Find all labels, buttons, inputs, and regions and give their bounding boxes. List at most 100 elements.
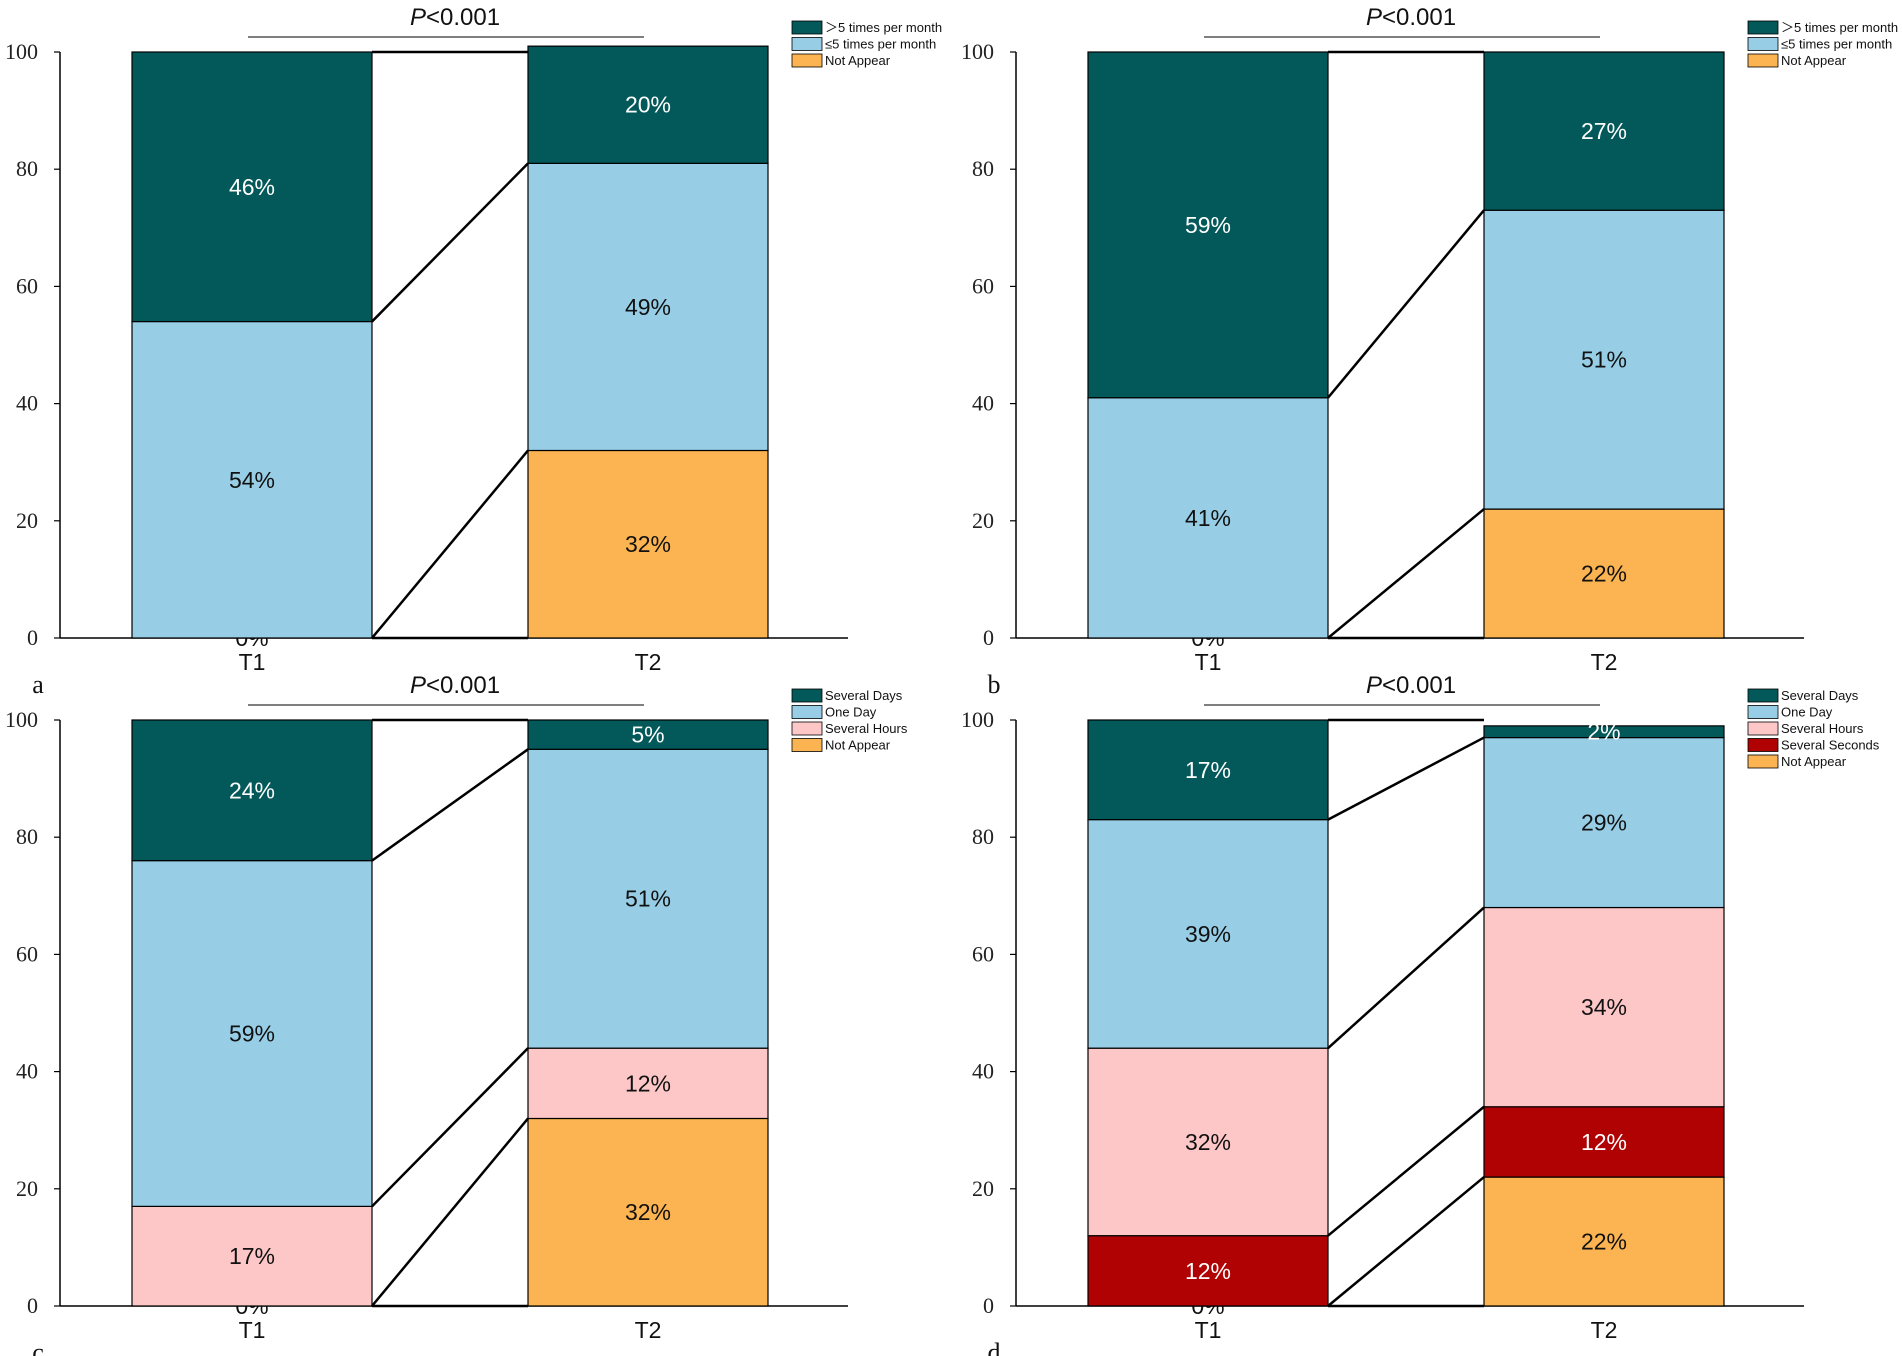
legend-entry: Not Appear bbox=[825, 738, 891, 753]
bar-segment bbox=[131, 1205, 373, 1307]
bar-data-label: 22% bbox=[1581, 1229, 1627, 1255]
legend-swatch bbox=[1747, 721, 1779, 736]
bar-connector-line bbox=[371, 162, 529, 323]
panel-letter: c bbox=[32, 1338, 44, 1356]
panel-letter: b bbox=[988, 670, 1001, 699]
bar-connector-line bbox=[1327, 1105, 1485, 1237]
chart-panel-b: 0204060801000%22%41%51%59%27%T1T2P<0.001… bbox=[961, 4, 1898, 699]
legend-swatch bbox=[1747, 754, 1779, 769]
y-tick-label: 20 bbox=[16, 1176, 38, 1201]
y-tick-label: 60 bbox=[16, 941, 38, 966]
bar-segment bbox=[1087, 719, 1329, 821]
legend-entry: Not Appear bbox=[825, 53, 891, 68]
y-tick-label: 0 bbox=[27, 625, 38, 650]
bar-data-label: 51% bbox=[1581, 347, 1627, 373]
bar-data-label: 49% bbox=[625, 294, 671, 320]
bar-connector-line bbox=[1327, 209, 1485, 399]
y-tick-label: 0 bbox=[983, 625, 994, 650]
bar-data-label: 20% bbox=[625, 92, 671, 118]
legend-swatch bbox=[1747, 705, 1779, 719]
legend-entry: One Day bbox=[1781, 705, 1833, 720]
bar-segment bbox=[1483, 1176, 1725, 1307]
legend-entry: Not Appear bbox=[1781, 754, 1847, 769]
legend-swatch bbox=[791, 37, 823, 51]
p-value-label: P<0.001 bbox=[410, 672, 500, 699]
x-category-label: T2 bbox=[1591, 649, 1618, 675]
bar-connector-line bbox=[371, 449, 529, 639]
legend-entry: Several Days bbox=[825, 688, 903, 703]
bar-data-label: 17% bbox=[1185, 757, 1231, 783]
p-value-label: P<0.001 bbox=[1366, 672, 1456, 699]
bar-segment bbox=[1483, 51, 1725, 211]
x-category-label: T1 bbox=[1195, 1317, 1222, 1343]
bar-data-label: 34% bbox=[1581, 994, 1627, 1020]
bar-segment bbox=[1087, 819, 1329, 1049]
bar-segment bbox=[1087, 397, 1329, 639]
legend-entry: Not Appear bbox=[1781, 53, 1847, 68]
bar-data-label: 46% bbox=[229, 174, 275, 200]
y-tick-label: 20 bbox=[16, 508, 38, 533]
bar-data-label: 59% bbox=[1185, 212, 1231, 238]
y-tick-label: 20 bbox=[972, 1176, 994, 1201]
bar-segment bbox=[527, 45, 769, 164]
y-tick-label: 100 bbox=[5, 39, 38, 64]
y-tick-label: 60 bbox=[16, 273, 38, 298]
legend-entry: Several Hours bbox=[1781, 721, 1864, 736]
bar-data-label: 32% bbox=[1185, 1129, 1231, 1155]
bar-segment bbox=[1087, 1235, 1329, 1307]
y-tick-label: 40 bbox=[972, 1059, 994, 1084]
x-category-label: T1 bbox=[239, 1317, 266, 1343]
p-value-text: <0.001 bbox=[1382, 4, 1456, 31]
y-tick-label: 80 bbox=[16, 824, 38, 849]
legend-entry: One Day bbox=[825, 705, 877, 720]
y-tick-label: 40 bbox=[16, 391, 38, 416]
bar-data-label: 39% bbox=[1185, 921, 1231, 947]
bar-connector-line bbox=[1327, 736, 1485, 821]
y-tick-label: 60 bbox=[972, 273, 994, 298]
bar-segment bbox=[1087, 51, 1329, 399]
y-tick-label: 80 bbox=[16, 156, 38, 181]
p-value-symbol: P bbox=[410, 672, 426, 699]
bar-data-label: 29% bbox=[1581, 810, 1627, 836]
legend-swatch bbox=[791, 688, 823, 703]
x-category-label: T2 bbox=[635, 649, 662, 675]
bar-connector-line bbox=[371, 1117, 529, 1307]
y-tick-label: 100 bbox=[961, 707, 994, 732]
bar-segment bbox=[527, 748, 769, 1049]
bar-connector-line bbox=[1327, 508, 1485, 639]
bar-segment bbox=[1483, 1106, 1725, 1178]
y-tick-label: 100 bbox=[5, 707, 38, 732]
legend-entry: ＞5 times per month bbox=[1781, 20, 1898, 35]
bar-data-label: 54% bbox=[229, 467, 275, 493]
p-value-label: P<0.001 bbox=[410, 4, 500, 31]
y-tick-label: 0 bbox=[27, 1293, 38, 1318]
legend-entry: Several Hours bbox=[825, 721, 908, 736]
x-category-label: T1 bbox=[1195, 649, 1222, 675]
chart-panel-c: 0204060801000%32%17%12%59%51%24%5%T1T2P<… bbox=[5, 672, 908, 1356]
bar-data-label: 22% bbox=[1581, 561, 1627, 587]
legend-swatch bbox=[1747, 37, 1779, 51]
p-value-text: <0.001 bbox=[426, 672, 500, 699]
bar-segment bbox=[527, 719, 769, 750]
x-category-label: T2 bbox=[1591, 1317, 1618, 1343]
bar-segment bbox=[527, 1117, 769, 1307]
bar-connector-line bbox=[1327, 1176, 1485, 1307]
bar-data-label: 32% bbox=[625, 1199, 671, 1225]
legend-swatch bbox=[791, 705, 823, 719]
bar-data-label: 41% bbox=[1185, 505, 1231, 531]
bar-segment bbox=[527, 449, 769, 639]
bar-data-label: 17% bbox=[229, 1243, 275, 1269]
legend-entry: ＞5 times per month bbox=[825, 20, 942, 35]
bar-data-label: 51% bbox=[625, 886, 671, 912]
bar-segment bbox=[131, 51, 373, 323]
bar-segment bbox=[131, 320, 373, 639]
legend-swatch bbox=[791, 721, 823, 736]
y-tick-label: 100 bbox=[961, 39, 994, 64]
p-value-label: P<0.001 bbox=[1366, 4, 1456, 31]
p-value-symbol: P bbox=[1366, 672, 1382, 699]
y-tick-label: 80 bbox=[972, 156, 994, 181]
panel-letter: d bbox=[988, 1338, 1001, 1356]
chart-legend: ＞5 times per month ≤5 times per monthNot … bbox=[791, 20, 942, 68]
